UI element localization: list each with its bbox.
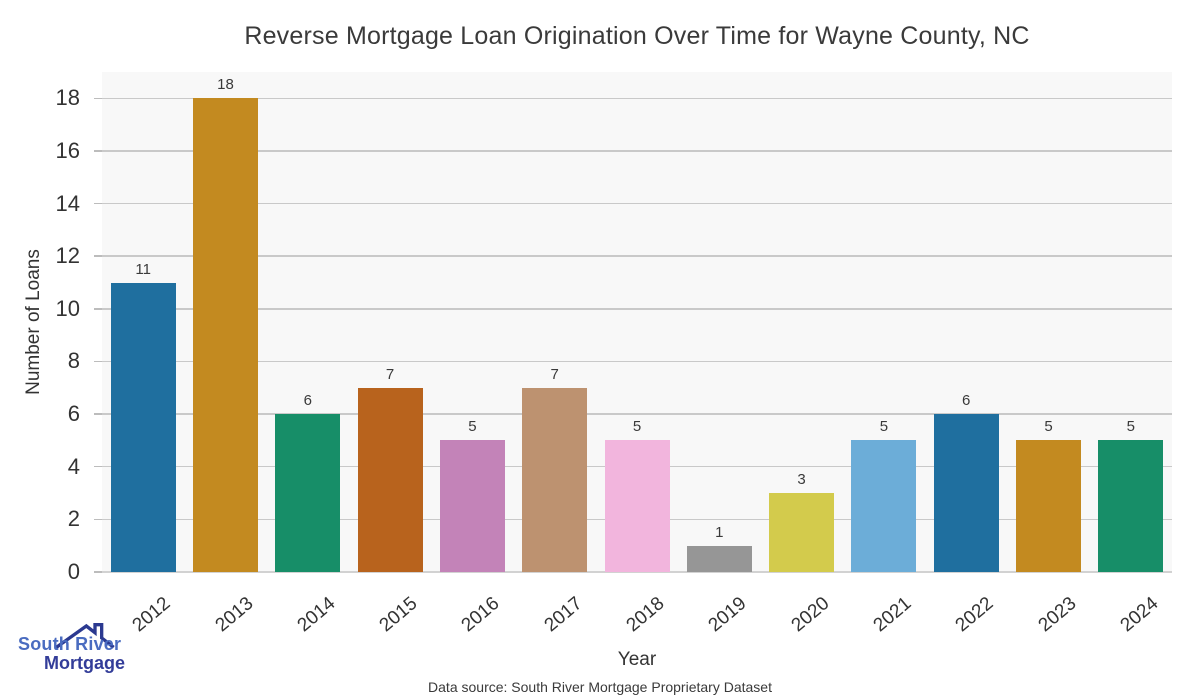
x-tick-label-2017: 2017 — [540, 593, 587, 637]
y-tick-label: 8 — [67, 348, 80, 374]
bar-2019 — [686, 545, 752, 572]
bar-2021 — [851, 440, 917, 572]
y-tick-label: 14 — [55, 190, 80, 216]
data-source-note: Data source: South River Mortgage Propri… — [428, 679, 772, 695]
gridline-y18 — [102, 97, 1172, 100]
bar-2014 — [275, 414, 341, 572]
logo-text-line1: South River — [18, 634, 122, 654]
y-tick-label: 2 — [67, 506, 80, 532]
y-tick-mark — [94, 413, 102, 415]
bar-value-label-2024: 5 — [1126, 418, 1135, 436]
bar-value-label-2016: 5 — [468, 418, 477, 436]
gridline-y10 — [102, 308, 1172, 310]
x-axis-title: Year — [617, 649, 657, 670]
x-tick-label-2020: 2020 — [787, 593, 834, 637]
bar-value-label-2015: 7 — [385, 365, 395, 383]
house-roof-icon — [55, 623, 115, 649]
bar-2013 — [193, 98, 258, 572]
bar-2023 — [1016, 440, 1081, 572]
x-tick-label-2022: 2022 — [951, 593, 998, 637]
y-tick-mark — [94, 571, 102, 573]
bar-value-label-2018: 5 — [632, 418, 642, 436]
x-tick-label-2015: 2015 — [375, 593, 422, 637]
gridline-y12 — [102, 255, 1172, 257]
x-tick-label-2018: 2018 — [622, 593, 669, 637]
bar-2016 — [439, 440, 505, 572]
bar-value-label-2017: 7 — [550, 365, 559, 383]
bar-value-label-2019: 1 — [715, 523, 724, 541]
x-tick-label-2021: 2021 — [869, 593, 916, 637]
logo-text-line2: Mortgage — [44, 653, 125, 673]
y-tick-label: 6 — [67, 401, 80, 427]
bar-2018 — [604, 440, 670, 572]
y-tick-label: 0 — [67, 559, 80, 584]
bar-2017 — [522, 387, 588, 572]
y-tick-mark — [94, 518, 102, 521]
bar-2024 — [1098, 440, 1164, 572]
y-tick-mark — [94, 255, 102, 257]
y-tick-mark — [94, 308, 102, 310]
bar-value-label-2021: 5 — [879, 418, 889, 436]
y-tick-label: 18 — [55, 85, 80, 111]
y-tick-mark — [94, 360, 102, 363]
y-tick-label: 12 — [55, 243, 80, 269]
y-tick-mark — [94, 202, 102, 205]
bar-value-label-2012: 11 — [135, 260, 151, 278]
x-tick-label-2023: 2023 — [1034, 593, 1080, 637]
x-tick-label-2014: 2014 — [293, 593, 340, 637]
chart-title: Reverse Mortgage Loan Origination Over T… — [244, 22, 1030, 50]
gridline-y16 — [102, 150, 1172, 152]
bar-2012 — [110, 282, 176, 572]
y-tick-label: 4 — [67, 453, 80, 479]
y-tick-label: 10 — [55, 295, 80, 321]
bar-2015 — [357, 387, 423, 572]
bar-value-label-2022: 6 — [962, 392, 971, 410]
bar-2022 — [933, 414, 999, 572]
y-tick-mark — [94, 465, 102, 468]
y-tick-label: 16 — [55, 137, 80, 163]
south-river-mortgage-logo: South River Mortgage — [16, 608, 156, 690]
x-tick-label-2024: 2024 — [1116, 593, 1163, 637]
gridline-y8 — [102, 360, 1172, 363]
x-tick-label-2019: 2019 — [704, 593, 751, 637]
y-tick-mark — [94, 150, 102, 152]
bar-value-label-2014: 6 — [303, 392, 312, 410]
bar-value-label-2023: 5 — [1044, 418, 1053, 436]
gridline-y6 — [102, 413, 1172, 415]
x-tick-label-2013: 2013 — [211, 593, 257, 637]
y-tick-mark — [94, 97, 102, 100]
bar-2020 — [769, 493, 835, 572]
gridline-y14 — [102, 202, 1172, 205]
bar-value-label-2013: 18 — [217, 76, 234, 94]
x-tick-label-2016: 2016 — [458, 593, 504, 637]
bar-value-label-2020: 3 — [797, 471, 806, 489]
